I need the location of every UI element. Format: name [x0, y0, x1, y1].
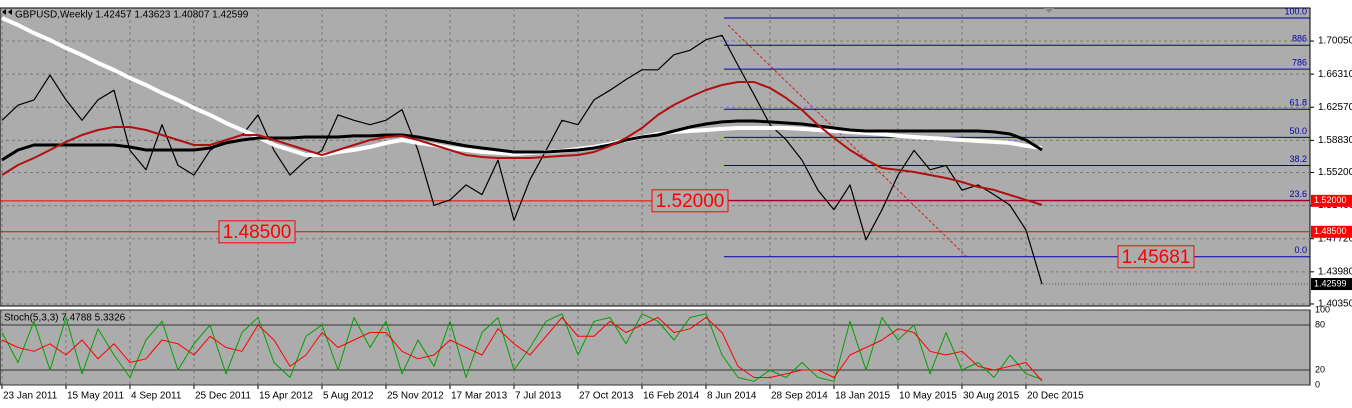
- level-box-label: 1.52000: [656, 191, 725, 212]
- x-tick-label: 18 Jan 2015: [835, 391, 890, 402]
- x-tick-label: 15 May 2011: [67, 391, 125, 402]
- y-tick-label: 1.66310: [1318, 69, 1352, 80]
- fib-label: 0.0: [1294, 245, 1307, 255]
- x-tick-label: 25 Dec 2011: [195, 391, 251, 402]
- series-line: [1, 34, 1043, 285]
- x-tick-label: 25 Nov 2012: [387, 391, 444, 402]
- x-tick-label: 5 Aug 2012: [323, 391, 374, 402]
- series-line: [1, 81, 1043, 206]
- x-tick-label: 10 May 2015: [899, 391, 957, 402]
- axis-price-box: [1311, 225, 1352, 238]
- y-tick-label: 20: [1315, 364, 1325, 374]
- level-box-label: 1.45681: [1122, 247, 1191, 268]
- x-tick-label: 4 Sep 2011: [131, 391, 182, 402]
- series-line: [1, 119, 1043, 162]
- series-line: [1, 317, 1043, 382]
- y-tick-label: 1.55200: [1318, 167, 1352, 178]
- fib-label: 100.0: [1284, 6, 1307, 16]
- y-tick-label: 1.70050: [1318, 36, 1352, 47]
- fib-label: 50.0: [1289, 126, 1307, 136]
- fib-label: 61.8: [1289, 98, 1307, 108]
- price-panel: [0, 7, 1311, 307]
- x-tick-label: 15 Apr 2012: [259, 391, 313, 402]
- y-tick-label: 80: [1315, 319, 1325, 329]
- scroll-marker: [1044, 8, 1054, 13]
- x-tick-label: 27 Oct 2013: [579, 391, 634, 402]
- y-tick-label: 1.47720: [1318, 233, 1352, 244]
- y-tick-label: 1.40350: [1318, 299, 1352, 310]
- axis-price-label: 1.42599: [1314, 278, 1347, 288]
- y-tick-label: 0: [1315, 379, 1320, 389]
- x-tick-label: 16 Feb 2014: [643, 391, 700, 402]
- y-tick-label: 1.62570: [1318, 102, 1352, 113]
- stoch-panel: [0, 309, 1311, 386]
- x-tick-label: 30 Aug 2015: [963, 391, 1020, 402]
- level-box: [218, 220, 296, 244]
- fib-label: 786: [1292, 57, 1307, 67]
- level-box: [1117, 245, 1195, 269]
- y-tick-label: 1.58830: [1318, 135, 1352, 146]
- fib-label: 886: [1292, 34, 1307, 44]
- axis-price-box: [1311, 278, 1352, 291]
- series-line: [1, 313, 1043, 382]
- axis-price-box: [1311, 194, 1352, 207]
- x-tick-label: 7 Jul 2013: [515, 391, 562, 402]
- stoch-title: Stoch(5,3,3) 7.4788 5.3326: [4, 313, 126, 324]
- symbol-header: GBPUSD,Weekly 1.42457 1.43623 1.40807 1.…: [15, 10, 249, 21]
- y-tick-label: 100: [1315, 304, 1330, 314]
- y-tick-label: 1.43980: [1318, 266, 1352, 277]
- level-box: [651, 189, 729, 213]
- fib-label: 23.6: [1289, 189, 1307, 199]
- header-icon: [2, 9, 12, 15]
- level-box-label: 1.48500: [223, 222, 292, 243]
- axis-price-label: 1.52000: [1314, 195, 1347, 205]
- x-tick-label: 8 Jun 2014: [707, 391, 757, 402]
- x-tick-label: 28 Sep 2014: [771, 391, 828, 402]
- x-tick-label: 20 Dec 2015: [1027, 391, 1084, 402]
- x-tick-label: 17 Mar 2013: [451, 391, 508, 402]
- x-tick-label: 23 Jan 2011: [3, 391, 58, 402]
- axis-price-label: 1.48500: [1314, 226, 1347, 236]
- fib-label: 38.2: [1289, 154, 1307, 164]
